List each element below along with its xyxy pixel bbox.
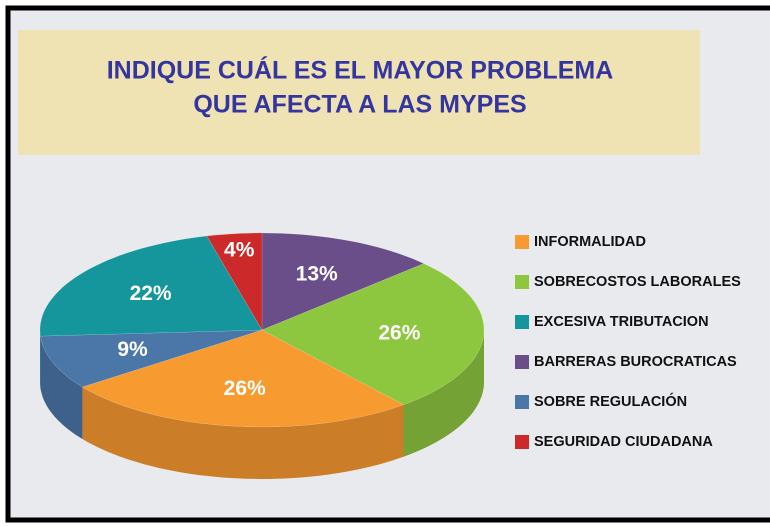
legend-swatch — [515, 235, 529, 249]
chart-title: INDIQUE CUÁL ES EL MAYOR PROBLEMA — [107, 56, 614, 85]
data-label: 9% — [117, 338, 148, 361]
legend-label: EXCESIVA TRIBUTACION — [534, 314, 709, 330]
legend-label: BARRERAS BUROCRATICAS — [534, 354, 737, 370]
title-box — [18, 30, 700, 155]
slice — [261, 263, 485, 405]
legend-label: SOBRE REGULACIÓN — [534, 392, 687, 410]
slice — [39, 235, 263, 337]
slice — [81, 329, 405, 428]
legend-swatch — [515, 435, 529, 449]
legend-swatch — [515, 315, 529, 329]
data-label: 13% — [296, 262, 338, 285]
data-label: 22% — [130, 282, 172, 305]
slice-side — [82, 387, 404, 479]
legend-swatch — [515, 275, 529, 289]
slice — [206, 232, 263, 331]
legend-label: SOBRECOSTOS LABORALES — [534, 274, 741, 290]
legend-label: INFORMALIDAD — [534, 234, 646, 250]
data-label: 26% — [224, 377, 266, 400]
legend-swatch — [515, 395, 529, 409]
chart-title: QUE AFECTA A LAS MYPES — [193, 91, 526, 119]
legend-label: SEGURIDAD CIUDADANA — [534, 434, 713, 450]
slice — [40, 329, 263, 388]
slice-side — [403, 330, 484, 457]
data-label: 4% — [224, 239, 255, 262]
legend: INFORMALIDAD SOBRECOSTOS LABORALES EXCESIV… — [515, 234, 741, 450]
slice-side — [40, 336, 83, 439]
legend-swatch — [515, 355, 529, 369]
pie: 13% 26% 26% 9% 22% 4% — [39, 232, 485, 479]
slice — [261, 232, 425, 331]
data-label: 26% — [378, 321, 420, 344]
